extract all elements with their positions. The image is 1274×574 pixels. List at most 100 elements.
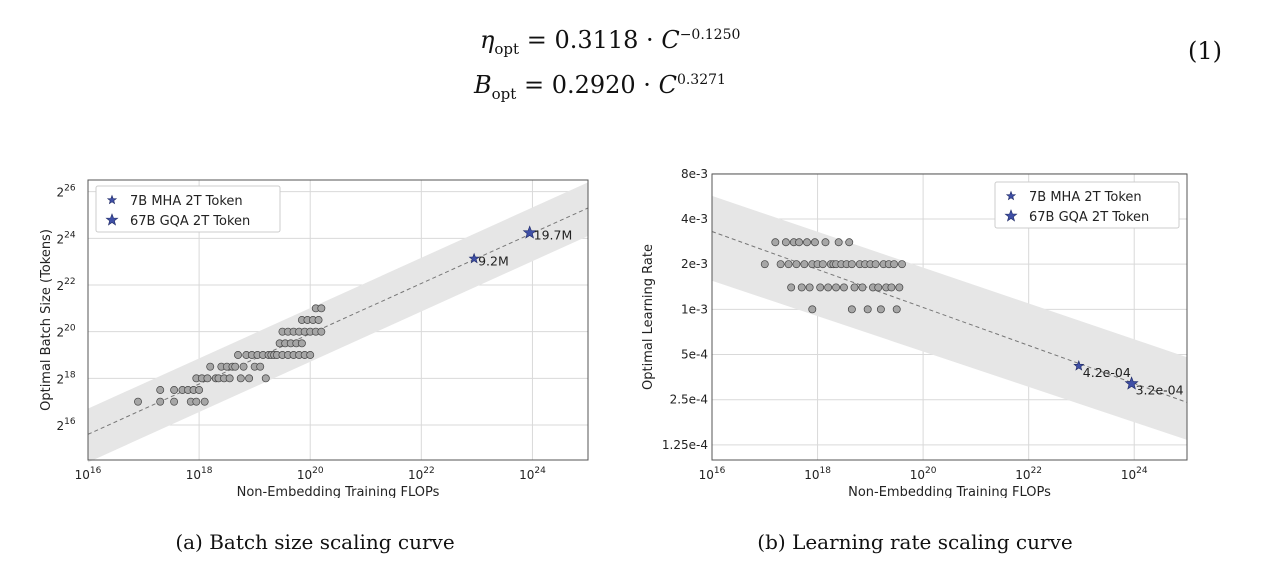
data-point [170, 397, 179, 406]
learning-rate-chart: 4.2e-04 3.2e-04 1016 1018 1020 1022 1024 1.25e-… [641, 167, 1188, 498]
x-tick-label: 1024 [1121, 466, 1148, 482]
y-tick-label: 1.25e-4 [662, 438, 708, 452]
data-point [776, 260, 785, 269]
eq1-lhs-sub: opt [494, 39, 520, 58]
eq2-lhs: B [474, 71, 492, 99]
legend-marker [1005, 190, 1017, 201]
data-point [797, 283, 806, 292]
equation-number: (1) [1188, 37, 1222, 65]
caption-b: (b) Learning rate scaling curve [757, 530, 1073, 554]
data-point [871, 260, 880, 269]
y-tick-label: 2.5e-4 [670, 393, 708, 407]
data-point [874, 283, 883, 292]
data-point [317, 304, 326, 313]
legend-marker [1004, 209, 1018, 222]
data-point [192, 397, 201, 406]
x-tick-label: 1016 [75, 466, 102, 482]
legend-label: 7B MHA 2T Token [130, 194, 243, 209]
plot-frame [711, 173, 1188, 461]
data-point [818, 260, 827, 269]
y-tick-label: 216 [56, 417, 75, 433]
data-point [898, 260, 906, 269]
legend-label: 7B MHA 2T Token [1029, 190, 1142, 205]
y-tick-label: 220 [56, 324, 75, 340]
data-point [787, 283, 796, 292]
x-axis-label: Non-Embedding Training FLOPs [237, 485, 440, 498]
data-point [805, 283, 814, 292]
data-point [795, 238, 804, 247]
y-tick-label: 8e-3 [681, 167, 708, 181]
legend-label: 67B GQA 2T Token [1029, 210, 1149, 225]
data-point [156, 397, 165, 406]
data-point [231, 362, 240, 371]
legend-marker [106, 194, 118, 205]
data-point [839, 283, 848, 292]
legend-box [95, 185, 281, 233]
x-tick-label: 1022 [1015, 466, 1042, 482]
data-point [816, 283, 825, 292]
data-point [892, 305, 901, 314]
data-point [261, 374, 270, 383]
data-point [236, 374, 245, 383]
star-point [522, 225, 537, 239]
data-point [317, 327, 326, 336]
x-tick-label: 1020 [297, 466, 324, 482]
eq1-exp: −0.1250 [679, 27, 741, 43]
data-point [810, 238, 819, 247]
y-tick-label: 226 [56, 184, 75, 200]
fit-line [711, 231, 1188, 403]
eq2-lhs-sub: opt [491, 84, 517, 103]
data-point [314, 316, 323, 324]
data-point [297, 339, 306, 348]
data-point [834, 238, 843, 247]
data-point [847, 305, 856, 314]
batch-size-chart: 9.2M 19.7M 1016 1018 1020 1022 1024 216 218 220 22… [39, 179, 589, 498]
data-point [771, 238, 780, 247]
y-tick-label: 218 [56, 370, 75, 386]
data-point [808, 305, 817, 314]
data-point [195, 386, 204, 394]
data-point [206, 362, 215, 371]
data-point [225, 374, 234, 383]
eq1-var: C [661, 26, 680, 54]
x-tick-label: 1018 [186, 466, 213, 482]
x-tick-label: 1018 [804, 466, 831, 482]
equation-batch-size: Bopt = 0.2920 · C0.3271 [474, 71, 726, 103]
confidence-band [88, 182, 588, 463]
x-tick-label: 1020 [910, 466, 937, 482]
star-point [468, 252, 480, 264]
data-point [890, 260, 899, 269]
x-tick-label: 1022 [408, 466, 435, 482]
legend-box [994, 181, 1180, 229]
confidence-band [712, 195, 1187, 440]
data-point [845, 238, 854, 247]
data-point [821, 238, 830, 247]
eq1-lhs: η [480, 26, 495, 54]
data-point [850, 283, 859, 292]
data-point [887, 283, 896, 292]
y-axis-label: Optimal Learning Rate [641, 244, 656, 390]
y-tick-label: 4e-3 [681, 212, 708, 226]
data-point [803, 238, 811, 247]
equation-learning-rate: ηopt = 0.3118 · C−0.1250 [480, 26, 741, 58]
data-annotation: 9.2M [478, 254, 509, 269]
data-point [832, 283, 840, 292]
data-annotation: 4.2e-04 [1083, 365, 1131, 380]
legend-marker [105, 213, 119, 226]
y-tick-label: 5e-4 [681, 348, 708, 362]
data-point [800, 260, 809, 269]
data-point [203, 374, 212, 383]
eq2-exp: 0.3271 [676, 72, 726, 88]
x-tick-label: 1024 [519, 466, 546, 482]
y-tick-label: 222 [56, 277, 75, 293]
data-point [200, 397, 209, 406]
x-axis-label: Non-Embedding Training FLOPs [848, 485, 1051, 498]
star-point [1124, 376, 1139, 390]
data-point [156, 386, 165, 394]
data-point [760, 260, 769, 269]
fit-line [87, 207, 589, 435]
data-point [256, 362, 265, 371]
eq2-var: C [658, 71, 677, 99]
eq2-coef: 0.2920 [551, 71, 636, 99]
data-point [876, 305, 885, 314]
